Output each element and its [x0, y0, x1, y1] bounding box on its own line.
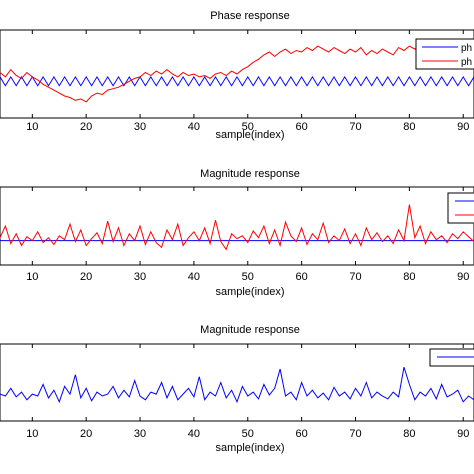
- panel-3-x-tick-label-8: 90: [457, 428, 469, 440]
- panel-3-series-line-1: [0, 366, 474, 404]
- panel-2-x-tick-label-8: 90: [457, 271, 469, 283]
- panel-3-x-ticks: 10 20 30 40 50 60 70 80 90: [26, 344, 469, 440]
- panel-2-x-tick-label-7: 80: [403, 271, 415, 283]
- panel-3-xlabel: sample(index): [215, 442, 284, 454]
- panel-1-title: Phase response: [210, 10, 290, 22]
- panel-1-x-tick-label-4: 50: [242, 121, 254, 133]
- panel-1-x-tick-label-7: 80: [403, 121, 415, 133]
- panel-2-legend: [447, 192, 474, 224]
- panel-1-x-tick-label-2: 30: [134, 121, 146, 133]
- panel-3-x-tick-label-5: 60: [296, 428, 308, 440]
- panel-1-x-tick-label-0: 10: [26, 121, 38, 133]
- panel-2-x-tick-label-1: 20: [80, 271, 92, 283]
- panel-2-x-tick-label-0: 10: [26, 271, 38, 283]
- panel-3-x-tick-label-6: 70: [349, 428, 361, 440]
- panel-3-title: Magnitude response: [200, 324, 300, 336]
- panel-1-x-tick-label-6: 70: [349, 121, 361, 133]
- panel-2-xlabel: sample(index): [215, 286, 284, 298]
- panel-2-legend-box: [447, 192, 474, 224]
- panel-3-x-tick-label-3: 40: [188, 428, 200, 440]
- panel-1-x-tick-label-1: 20: [80, 121, 92, 133]
- panel-2-x-tick-label-3: 40: [188, 271, 200, 283]
- panel-1-series: [0, 42, 474, 103]
- panel-2-x-ticks: 10 20 30 40 50 60 70 80 90: [26, 187, 469, 283]
- panel-2-x-tick-label-2: 30: [134, 271, 146, 283]
- panel-1-x-tick-label-5: 60: [296, 121, 308, 133]
- panel-1-xlabel: sample(index): [215, 129, 284, 141]
- panel-2-series: [0, 204, 474, 251]
- panel-1-legend-box: [415, 38, 474, 70]
- panel-3-x-tick-label-7: 80: [403, 428, 415, 440]
- panel-3-series: [0, 366, 474, 404]
- panel-2-series-line-2: [0, 204, 474, 251]
- panel-1-x-tick-label-3: 40: [188, 121, 200, 133]
- panel-2-plot-area: [0, 186, 474, 266]
- panel-1-legend-label-1: ph: [461, 43, 472, 54]
- panel-1-legend: ph ph: [415, 38, 474, 70]
- panel-1-x-ticks: 10 20 30 40 50 60 70 80 90: [26, 30, 469, 133]
- panel-3-legend: [429, 348, 474, 367]
- panel-1-series-line-2: [0, 42, 474, 103]
- panel-3-x-tick-label-2: 30: [134, 428, 146, 440]
- panel-2-title: Magnitude response: [200, 168, 300, 180]
- panel-2-x-tick-label-5: 60: [296, 271, 308, 283]
- panel-1-x-tick-label-8: 90: [457, 121, 469, 133]
- panel-3-x-tick-label-1: 20: [80, 428, 92, 440]
- panel-1-legend-label-2: ph: [461, 57, 472, 68]
- panel-2-x-tick-label-4: 50: [242, 271, 254, 283]
- panel-3-plot-area: [0, 343, 474, 422]
- panel-2-x-tick-label-6: 70: [349, 271, 361, 283]
- panel-3-x-tick-label-0: 10: [26, 428, 38, 440]
- panel-3-x-tick-label-4: 50: [242, 428, 254, 440]
- panel-1-series-line-1: [0, 75, 474, 87]
